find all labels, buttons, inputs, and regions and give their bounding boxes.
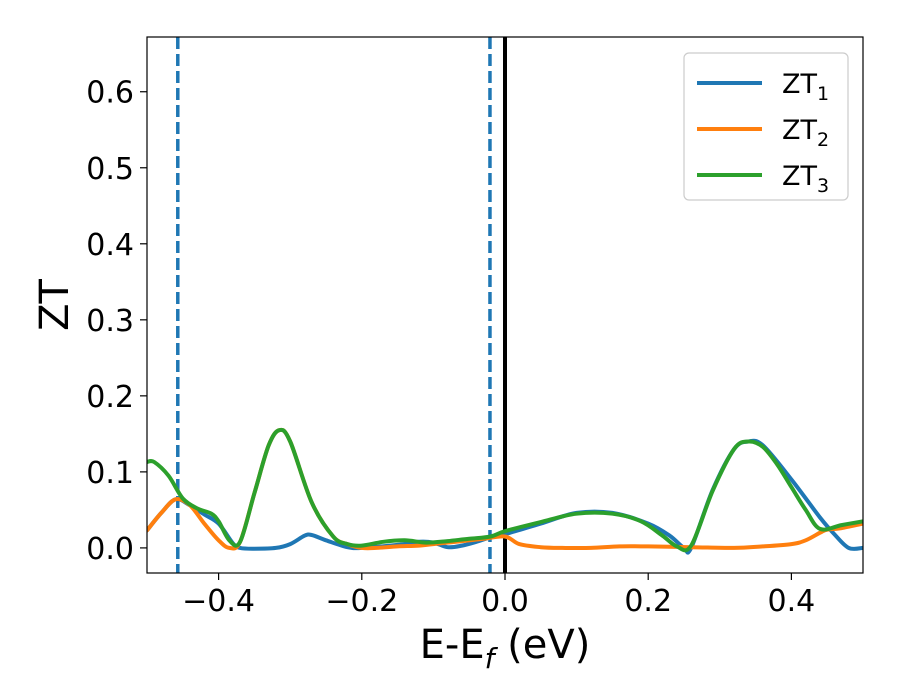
x-axis-title-main: E-E xyxy=(420,622,485,668)
legend-label-main: ZT xyxy=(782,161,817,192)
x-tick-label: 0.4 xyxy=(768,584,816,619)
legend-label-main: ZT xyxy=(782,115,817,146)
y-tick-label: 0.3 xyxy=(86,304,134,339)
series-line-zt3 xyxy=(147,427,863,553)
legend-label-subscript: 2 xyxy=(817,129,829,151)
x-tick-label: 0.2 xyxy=(624,584,672,619)
y-axis-title: ZT xyxy=(32,279,78,331)
legend-box xyxy=(683,52,849,201)
legend-label-zt1: ZT1 xyxy=(782,69,829,105)
legend-label-zt2: ZT2 xyxy=(782,115,829,151)
legend-label-zt3: ZT3 xyxy=(782,161,829,197)
series-line-zt2 xyxy=(147,427,863,551)
y-tick-label: 0.1 xyxy=(86,456,134,491)
y-tick-label: 0.0 xyxy=(86,532,134,567)
x-axis-title: E-Ef (eV) xyxy=(420,622,591,675)
legend-label-main: ZT xyxy=(782,69,817,100)
y-tick-label: 0.5 xyxy=(86,152,134,187)
x-tick-label: −0.4 xyxy=(182,584,255,619)
legend-label-subscript: 1 xyxy=(817,83,829,105)
x-axis-ticks: −0.4 −0.2 0.0 0.2 0.4 xyxy=(182,573,815,619)
x-axis-title-unit: (eV) xyxy=(494,622,590,668)
series-lines xyxy=(147,427,863,555)
y-tick-label: 0.2 xyxy=(86,380,134,415)
vertical-reference-lines xyxy=(176,37,507,573)
legend-label-subscript: 3 xyxy=(817,175,829,197)
y-axis-ticks: 0.0 0.1 0.2 0.3 0.4 0.5 0.6 xyxy=(86,76,147,567)
y-tick-label: 0.6 xyxy=(86,76,134,111)
y-tick-label: 0.4 xyxy=(86,228,134,263)
x-tick-label: −0.2 xyxy=(325,584,398,619)
x-tick-label: 0.0 xyxy=(481,584,529,619)
